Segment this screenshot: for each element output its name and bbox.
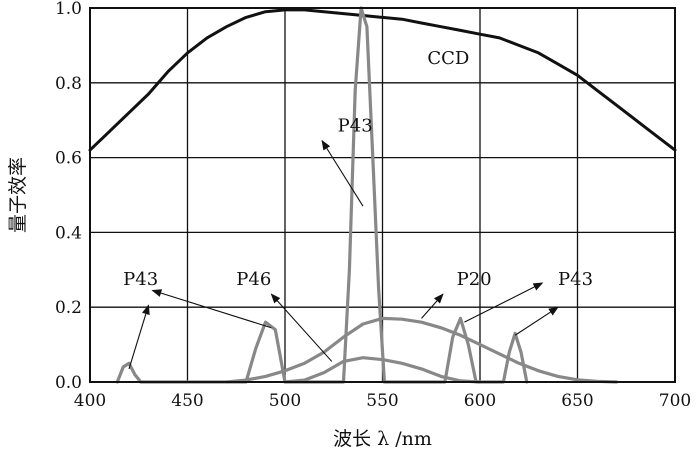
annotation-label-p43: P43: [338, 115, 373, 136]
x-tick-label: 650: [561, 391, 593, 411]
y-tick-label: 0.4: [55, 223, 82, 243]
annotation-arrow: [270, 293, 333, 362]
annotation-arrow: [514, 306, 559, 336]
plot-frame: [89, 7, 676, 383]
x-axis-label: 波长 λ /nm: [333, 428, 432, 449]
annotation-label-p46: P46: [236, 269, 271, 290]
y-tick-label: 0.6: [55, 149, 82, 169]
y-tick-label: 0.0: [55, 373, 82, 393]
annotation-group: CCD P43 P43 P46 P20 P43: [123, 48, 593, 370]
x-tick-label: 400: [74, 391, 106, 411]
annotation-label-p20: P20: [457, 269, 492, 290]
annotation-label-p43: P43: [558, 269, 593, 290]
series-line-ccd: [88, 8, 677, 152]
annotation-arrow: [421, 293, 444, 319]
y-tick-label: 0.8: [55, 74, 82, 94]
x-tick-label: 550: [366, 391, 398, 411]
annotation-arrow: [464, 282, 544, 323]
annotation-arrow: [151, 289, 272, 329]
x-tick-label: 450: [171, 391, 203, 411]
y-axis-label: 量子效率: [7, 157, 29, 233]
series-line-p20: [224, 316, 619, 384]
x-tick-label: 600: [464, 391, 496, 411]
y-tick-label: 0.2: [55, 298, 82, 318]
annotation-label-ccd: CCD: [427, 48, 469, 69]
annotation-arrow: [128, 304, 150, 370]
annotation-arrow: [321, 139, 364, 207]
annotation-label-p43: P43: [123, 269, 158, 290]
x-tick-label: 500: [269, 391, 301, 411]
tick-labels: 400 450 500 550 600 650 700 0.0 0.2 0.4 0.6 0.8 1.0: [55, 0, 691, 411]
x-tick-label: 700: [659, 391, 691, 411]
y-tick-label: 1.0: [55, 0, 82, 19]
series-line-p46: [283, 356, 482, 384]
